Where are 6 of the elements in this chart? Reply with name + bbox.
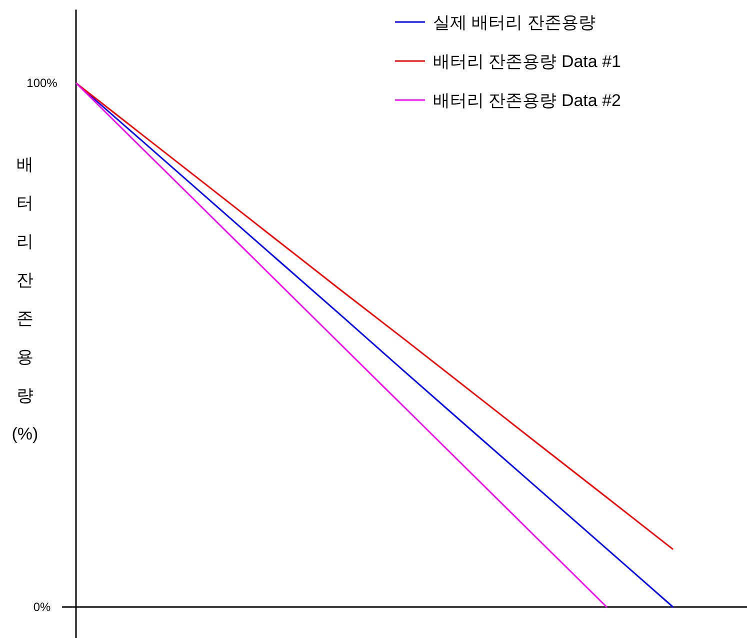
ytick: 0% bbox=[33, 600, 51, 614]
legend-label: 실제 배터리 잔존용량 bbox=[433, 13, 596, 32]
ylabel: 배터리잔존용량(%) bbox=[12, 155, 38, 444]
legend-label: 배터리 잔존용량 Data #1 bbox=[433, 52, 621, 71]
ytick: 100% bbox=[26, 76, 58, 90]
legend-label: 배터리 잔존용량 Data #2 bbox=[433, 91, 621, 110]
